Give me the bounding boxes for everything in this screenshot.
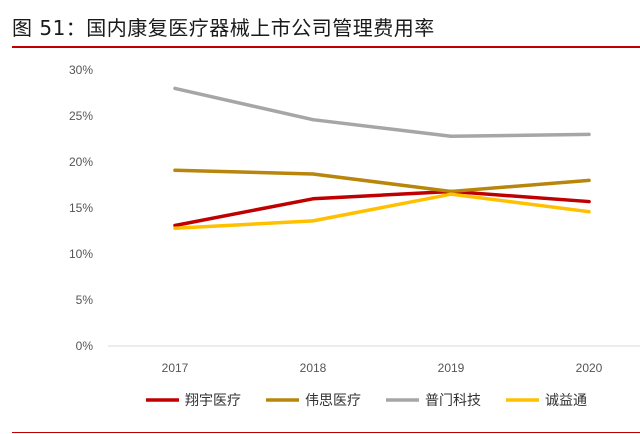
y-tick-label: 0% (76, 339, 94, 353)
x-tick-label: 2017 (162, 361, 189, 375)
x-tick-label: 2019 (438, 361, 465, 375)
x-axis-ticks: 2017 2018 2019 2020 (162, 361, 603, 375)
data-point (311, 219, 315, 223)
series-line-0 (173, 189, 591, 228)
y-tick-label: 15% (69, 201, 93, 215)
data-point (449, 134, 453, 138)
legend-label: 伟思医疗 (305, 393, 361, 409)
y-tick-label: 10% (69, 247, 93, 261)
x-tick-label: 2020 (576, 361, 603, 375)
data-point (311, 118, 315, 122)
x-tick-label: 2018 (300, 361, 327, 375)
legend-label: 诚益通 (545, 393, 587, 409)
data-point (173, 226, 177, 230)
y-tick-label: 25% (69, 109, 93, 123)
bottom-divider (12, 432, 640, 433)
data-point (173, 86, 177, 90)
legend: 翔宇医疗 伟思医疗 普门科技 诚益通 (146, 393, 587, 409)
data-point (587, 132, 591, 136)
data-point (587, 178, 591, 182)
y-tick-label: 5% (76, 293, 94, 307)
legend-label: 翔宇医疗 (185, 393, 241, 409)
y-tick-label: 30% (69, 63, 93, 77)
series-line-1 (173, 168, 591, 194)
figure-title: 图 51：国内康复医疗器械上市公司管理费用率 (12, 16, 435, 40)
data-point (587, 199, 591, 204)
y-tick-label: 20% (69, 155, 93, 169)
title-divider (12, 46, 640, 48)
data-point (587, 210, 591, 214)
series-line-2 (173, 86, 591, 138)
data-point (449, 192, 453, 196)
series-line-3 (173, 192, 591, 230)
data-point (449, 189, 453, 194)
y-axis-ticks: 0% 5% 10% 15% 20% 25% 30% (69, 63, 93, 353)
legend-label: 普门科技 (425, 393, 481, 409)
series-lines (173, 86, 591, 230)
data-point (173, 223, 177, 228)
data-point (173, 168, 177, 172)
data-point (311, 172, 315, 176)
data-point (311, 197, 315, 201)
